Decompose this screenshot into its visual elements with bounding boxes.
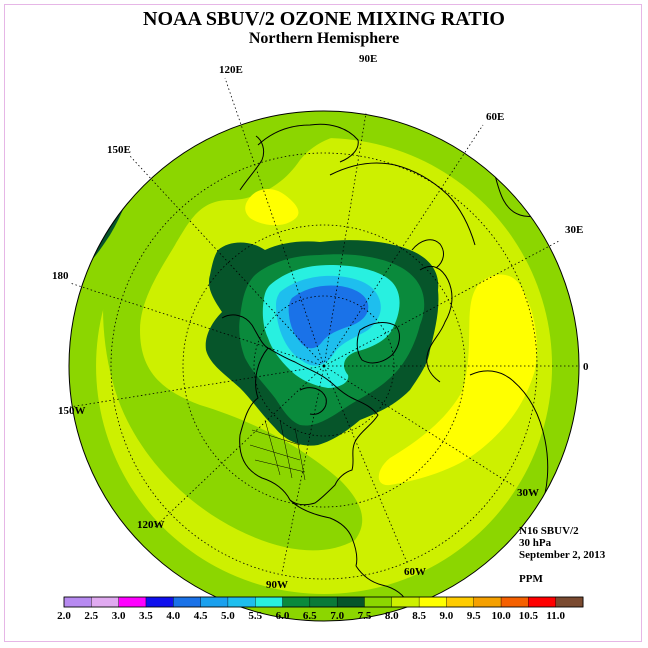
coast-kamchatka	[239, 135, 265, 191]
colorbar-tick-label: 8.0	[385, 610, 399, 622]
meridian-60e	[323, 124, 484, 367]
lon-label-90w: 90W	[266, 579, 288, 591]
lon-label-60w: 60W	[404, 566, 426, 578]
lon-label-150w: 150W	[58, 405, 86, 417]
colorbar-swatch	[145, 596, 174, 608]
colorbar-swatch	[309, 596, 338, 608]
ozone-field	[69, 74, 579, 621]
chart-title: NOAA SBUV/2 OZONE MIXING RATIO	[143, 8, 505, 30]
coast-siberia	[329, 162, 476, 246]
colorbar-tick-label: 7.0	[330, 610, 344, 622]
coast-central-america	[289, 499, 358, 567]
meridian-120w	[154, 365, 325, 528]
lon-label-120w: 120W	[137, 519, 165, 531]
us-grid	[249, 419, 306, 481]
colorbar-swatch	[391, 596, 420, 608]
colorbar-tick-label: 9.0	[440, 610, 454, 622]
coast-europe	[419, 265, 453, 383]
meridian-30w	[323, 365, 515, 487]
figure-frame	[4, 4, 642, 642]
colorbar-tick-label: 2.5	[84, 610, 98, 622]
colorbar-tick-labels: 2.0 2.5 3.0 3.5 4.0 4.5 5.0 5.5 6.0 6.5 7.0 7.5 8.0 8…	[57, 610, 565, 622]
colorbar-swatch	[200, 596, 229, 608]
meridian-120e	[224, 77, 325, 367]
field-band-4-5	[288, 285, 369, 349]
meridian-60w	[323, 365, 409, 566]
colorbar-swatch	[255, 596, 284, 608]
coast-east-asia	[257, 123, 359, 163]
longitude-labels: 90E 60E 30E 0 30W 60W 90W 120W 150W 180 …	[52, 53, 589, 591]
lon-label-30e: 30E	[565, 224, 583, 236]
colorbar-tick-label: 2.0	[57, 610, 71, 622]
colorbar-swatch	[473, 596, 502, 608]
coast-north-america	[239, 347, 379, 506]
colorbar-swatch	[555, 596, 584, 608]
instrument-label: N16 SBUV/2	[519, 525, 579, 537]
lon-label-150e: 150E	[107, 144, 131, 156]
colorbar-outline	[63, 596, 584, 608]
field-max-europe	[378, 274, 537, 486]
colorbar-swatch	[418, 596, 447, 608]
lon-label-120e: 120E	[219, 64, 243, 76]
colorbar-tick-label: 3.5	[139, 610, 153, 622]
colorbar-swatch	[336, 596, 365, 608]
meridian-90e	[323, 112, 367, 367]
colorbar-tick-label: 11.0	[546, 610, 565, 622]
colorbar-tick-label: 8.5	[412, 610, 426, 622]
colorbar-tick-label: 6.5	[303, 610, 317, 622]
graticule	[69, 77, 579, 580]
lon-label-180: 180	[52, 270, 69, 282]
colorbar-tick-label: 6.0	[276, 610, 290, 622]
coast-greenland	[356, 322, 400, 364]
colorbar-tick-label: 9.5	[467, 610, 481, 622]
field-max-siberia	[245, 188, 299, 226]
colorbar-swatch	[118, 596, 147, 608]
colorbar	[63, 596, 584, 608]
colorbar-tick-label: 4.0	[166, 610, 180, 622]
coast-alaska	[221, 314, 269, 349]
lon-label-60e: 60E	[486, 111, 504, 123]
colorbar-tick-label: 5.5	[248, 610, 262, 622]
meridian-150w	[69, 365, 325, 408]
colorbar-swatch	[227, 596, 256, 608]
colorbar-swatch	[446, 596, 475, 608]
colorbar-swatch	[364, 596, 393, 608]
meridian-30e	[323, 240, 560, 367]
field-band-edge-dark-top	[180, 74, 360, 110]
colorbar-swatch	[500, 596, 529, 608]
coast-hudson	[299, 387, 327, 415]
coast-africa	[469, 370, 549, 511]
colorbar-swatch	[173, 596, 202, 608]
lon-label-30w: 30W	[517, 487, 539, 499]
colorbar-tick-label: 10.5	[519, 610, 539, 622]
map-border	[68, 110, 580, 622]
colorbar-tick-label: 7.5	[358, 610, 372, 622]
colorbar-swatch	[91, 596, 120, 608]
units-label: PPM	[519, 573, 543, 585]
lat-circle-70	[253, 295, 395, 437]
colorbar-swatch	[63, 596, 92, 608]
coast-scandinavia	[411, 239, 444, 269]
meridian-180	[69, 282, 325, 367]
field-band-asia	[103, 111, 560, 551]
colorbar-swatch	[528, 596, 557, 608]
colorbar-tick-label: 4.5	[194, 610, 208, 622]
colorbar-swatch	[282, 596, 311, 608]
colorbar-tick-label: 3.0	[112, 610, 126, 622]
meridian-90w	[281, 365, 325, 574]
level-label: 30 hPa	[519, 537, 552, 549]
lon-label-0: 0	[583, 361, 589, 373]
chart-subtitle: Northern Hemisphere	[248, 30, 400, 47]
colorbar-tick-label: 5.0	[221, 610, 235, 622]
date-label: September 2, 2013	[519, 549, 606, 561]
colorbar-tick-label: 10.0	[491, 610, 511, 622]
lon-label-90e: 90E	[359, 53, 377, 65]
